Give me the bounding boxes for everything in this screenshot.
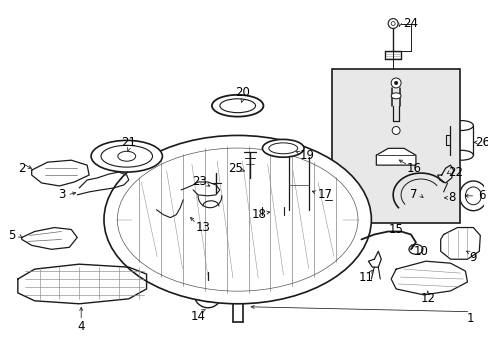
Bar — [331, 69, 460, 222]
Ellipse shape — [220, 99, 255, 113]
Circle shape — [393, 81, 397, 85]
Ellipse shape — [428, 183, 458, 213]
Bar — [243, 168, 255, 178]
Ellipse shape — [262, 139, 304, 157]
Polygon shape — [376, 148, 415, 165]
Text: 20: 20 — [235, 86, 249, 99]
Text: 15: 15 — [388, 223, 403, 236]
Ellipse shape — [262, 204, 284, 216]
Text: 19: 19 — [299, 149, 314, 162]
Text: 14: 14 — [190, 310, 205, 323]
Circle shape — [390, 78, 400, 88]
Text: 8: 8 — [447, 191, 454, 204]
Ellipse shape — [459, 181, 486, 211]
Text: 22: 22 — [447, 166, 462, 179]
Polygon shape — [22, 228, 77, 249]
Ellipse shape — [408, 244, 422, 254]
Text: 25: 25 — [228, 162, 243, 175]
Circle shape — [391, 126, 399, 134]
Circle shape — [194, 280, 222, 308]
Ellipse shape — [91, 140, 162, 172]
Circle shape — [434, 189, 444, 199]
Ellipse shape — [465, 187, 480, 205]
Text: 21: 21 — [121, 136, 136, 149]
Circle shape — [387, 19, 397, 28]
Text: 16: 16 — [406, 162, 421, 175]
Text: 10: 10 — [412, 245, 427, 258]
Ellipse shape — [434, 189, 452, 207]
Circle shape — [209, 190, 222, 202]
Ellipse shape — [448, 121, 472, 130]
Polygon shape — [18, 264, 146, 304]
Ellipse shape — [267, 209, 279, 215]
Text: 13: 13 — [195, 221, 210, 234]
Text: 6: 6 — [478, 189, 485, 202]
Text: 17: 17 — [317, 188, 332, 201]
Text: 5: 5 — [8, 229, 16, 242]
Polygon shape — [390, 261, 467, 295]
Polygon shape — [32, 160, 89, 186]
Ellipse shape — [101, 145, 152, 167]
Ellipse shape — [390, 93, 400, 99]
Text: 24: 24 — [403, 17, 418, 30]
Ellipse shape — [288, 206, 308, 214]
Text: 18: 18 — [251, 208, 266, 221]
Text: 11: 11 — [358, 271, 373, 284]
Text: 3: 3 — [58, 188, 65, 201]
Ellipse shape — [104, 135, 370, 304]
Text: 12: 12 — [420, 292, 434, 305]
Text: 23: 23 — [192, 175, 207, 189]
Text: 26: 26 — [474, 136, 488, 149]
Text: 7: 7 — [409, 188, 417, 201]
Text: 4: 4 — [77, 320, 85, 333]
Polygon shape — [440, 228, 479, 259]
Ellipse shape — [211, 95, 263, 117]
Ellipse shape — [118, 151, 135, 161]
Ellipse shape — [268, 143, 297, 154]
Ellipse shape — [448, 150, 472, 160]
Text: 9: 9 — [468, 251, 476, 264]
Text: 1: 1 — [466, 312, 473, 325]
Ellipse shape — [288, 153, 308, 161]
Text: 2: 2 — [18, 162, 25, 175]
